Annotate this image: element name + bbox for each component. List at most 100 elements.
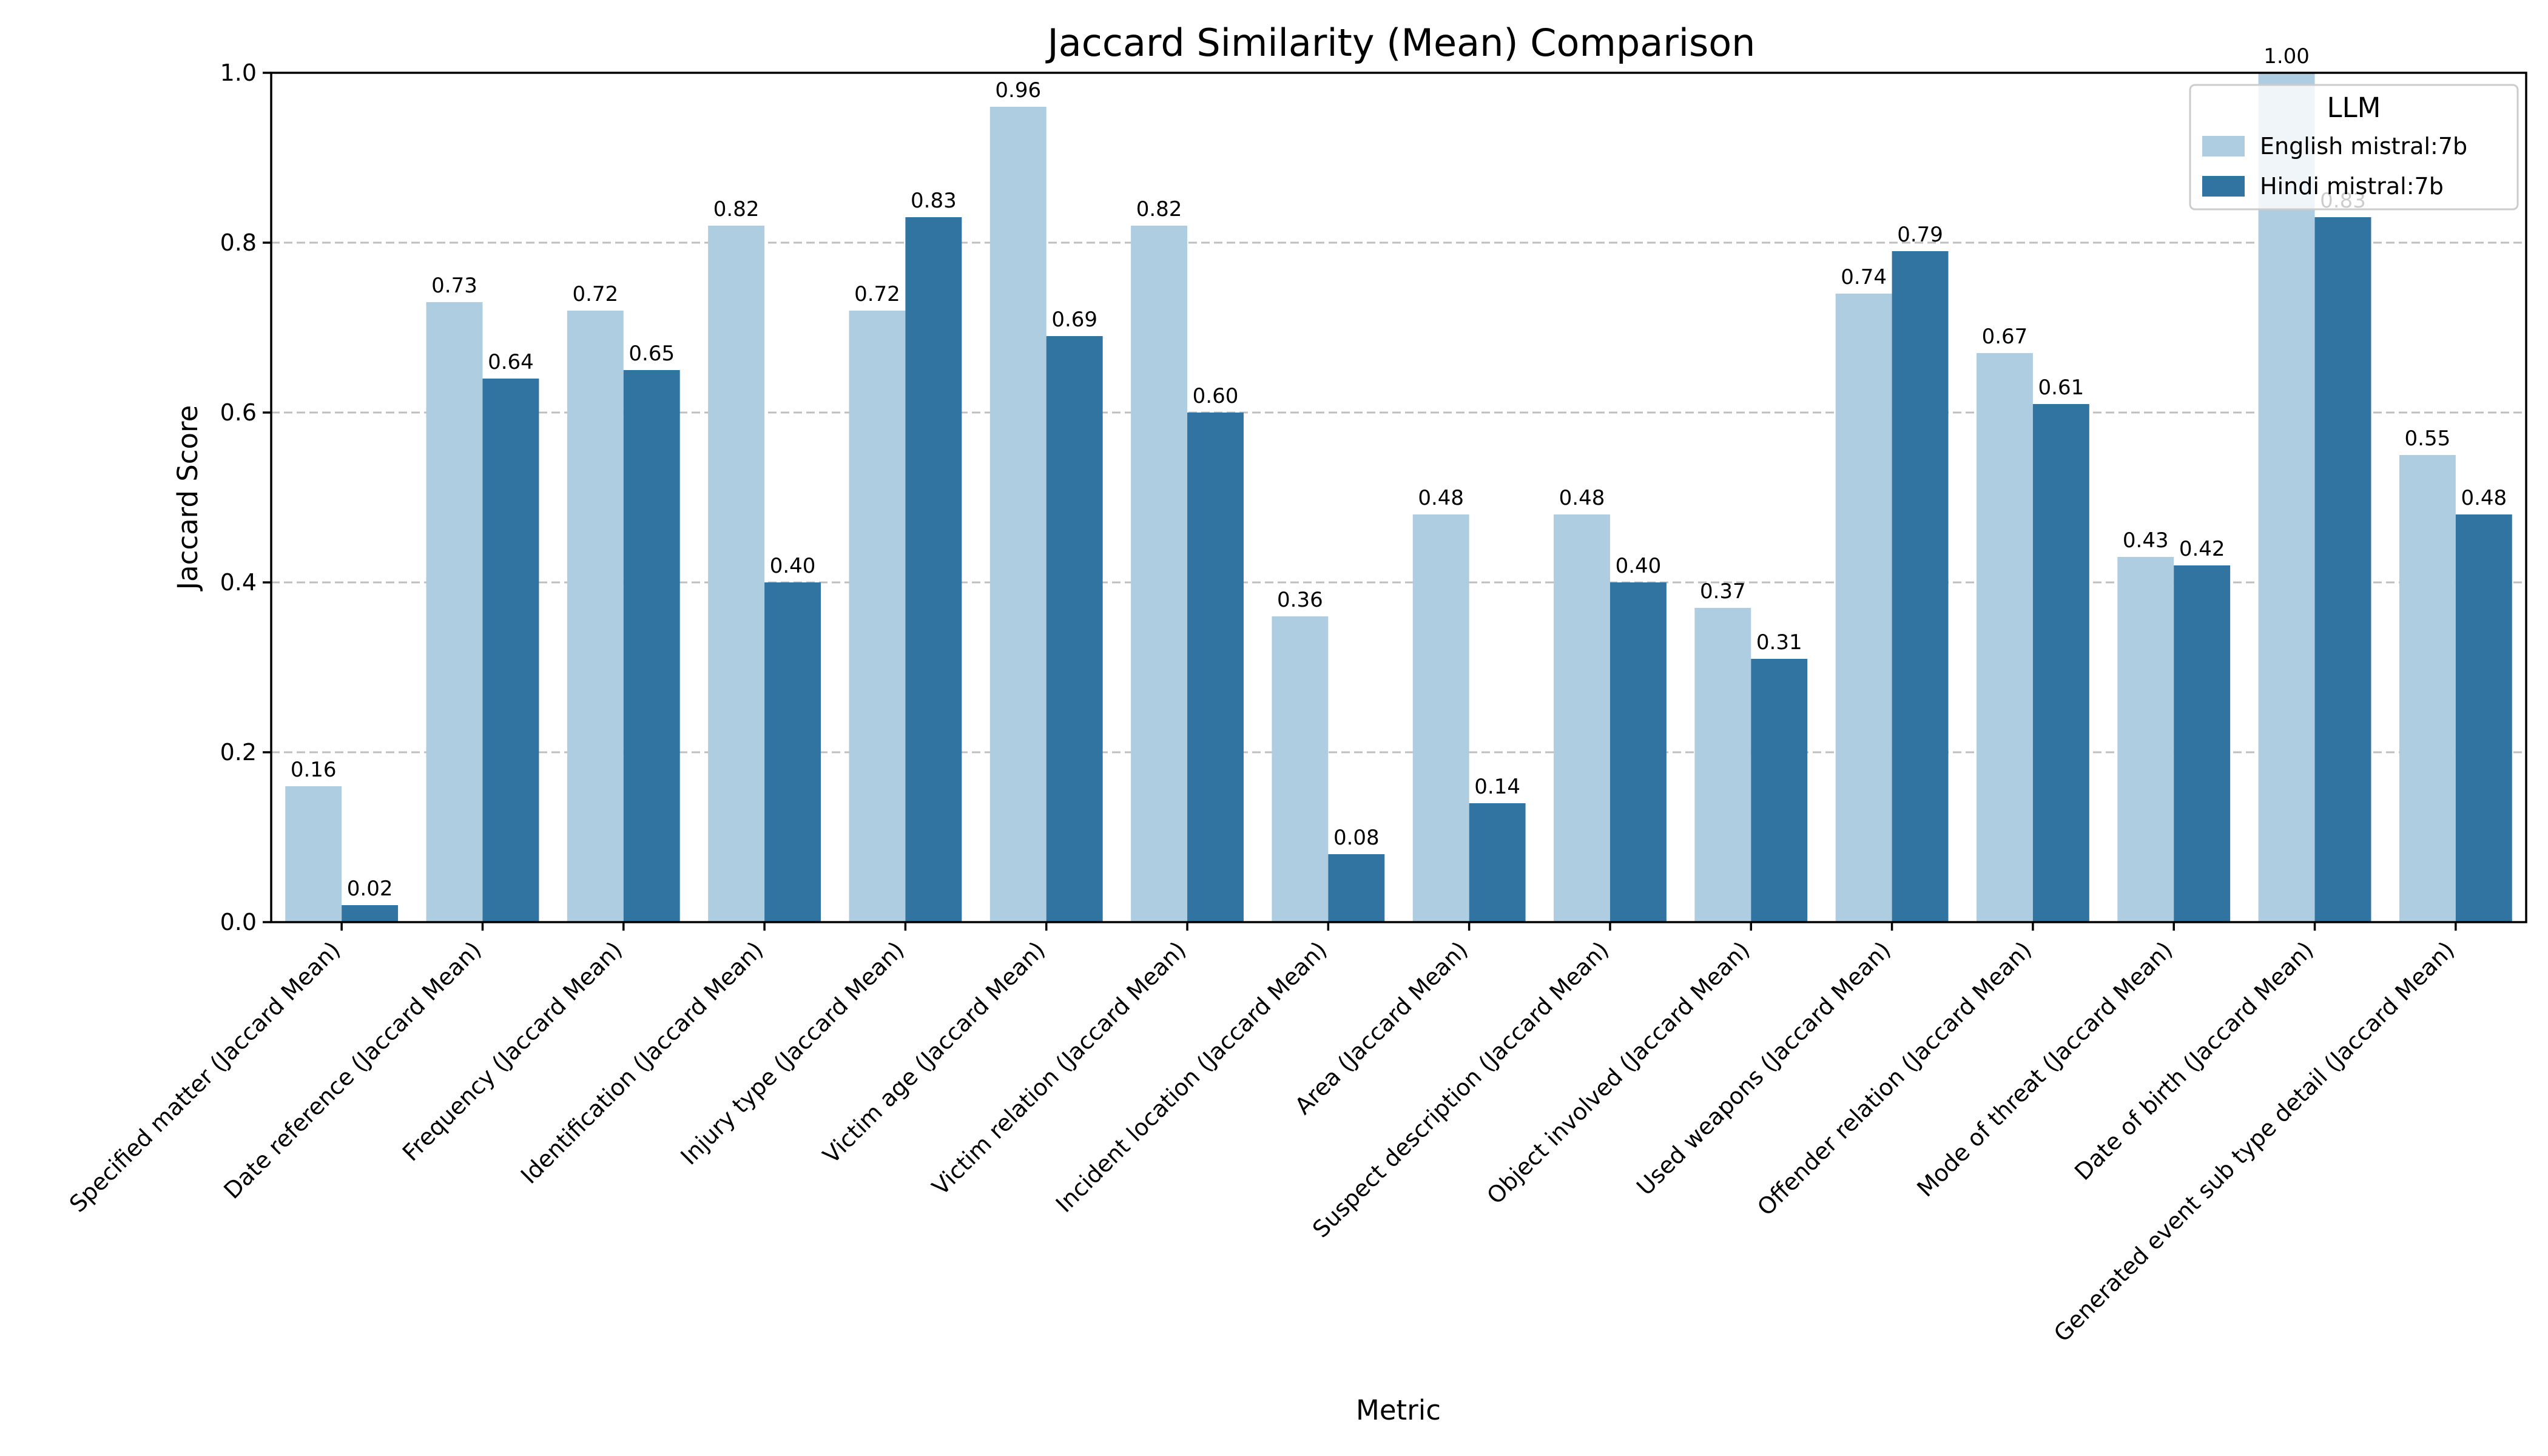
bar-hindi bbox=[623, 370, 680, 922]
bar-hindi bbox=[1046, 336, 1103, 922]
x-axis-title: Metric bbox=[1356, 1394, 1441, 1426]
legend-swatch-hindi bbox=[2202, 176, 2245, 197]
y-tick-label: 1.0 bbox=[220, 59, 257, 86]
data-label-hindi: 0.08 bbox=[1333, 826, 1380, 850]
bar-hindi bbox=[764, 582, 821, 922]
data-label-hindi: 0.02 bbox=[347, 877, 393, 901]
data-label-english: 0.48 bbox=[1559, 486, 1605, 510]
bar-english bbox=[1835, 294, 1892, 922]
bar-english bbox=[2117, 557, 2174, 922]
bars-layer bbox=[285, 73, 2512, 922]
bar-hindi bbox=[1609, 582, 1667, 922]
x-tick-label: Date reference (Jaccard Mean) bbox=[218, 936, 486, 1204]
x-axis-ticks: Specified matter (Jaccard Mean)Date refe… bbox=[64, 922, 2459, 1347]
x-tick-label: Victim relation (Jaccard Mean) bbox=[927, 936, 1191, 1201]
x-tick-label: Frequency (Jaccard Mean) bbox=[397, 936, 627, 1166]
x-tick-label: Specified matter (Jaccard Mean) bbox=[64, 936, 346, 1218]
bar-hindi bbox=[1751, 659, 1808, 922]
data-label-english: 0.96 bbox=[995, 78, 1041, 103]
bar-hindi bbox=[1892, 251, 1949, 922]
data-label-hindi: 0.64 bbox=[488, 350, 534, 374]
data-label-english: 0.67 bbox=[1982, 325, 2028, 349]
data-label-hindi: 0.14 bbox=[1474, 775, 1520, 799]
bar-hindi bbox=[2032, 404, 2089, 922]
y-tick-label: 0.0 bbox=[220, 909, 257, 935]
y-tick-label: 0.6 bbox=[220, 399, 257, 426]
x-tick-label: Date of birth (Jaccard Mean) bbox=[2069, 936, 2319, 1185]
data-label-hindi: 0.79 bbox=[1897, 223, 1943, 247]
data-label-english: 0.55 bbox=[2405, 426, 2451, 451]
x-tick-label: Mode of threat (Jaccard Mean) bbox=[1912, 936, 2177, 1202]
data-label-english: 0.72 bbox=[854, 282, 900, 306]
bar-english bbox=[285, 786, 342, 922]
y-axis-ticks: 0.0 0.2 0.4 0.6 0.8 1.0 bbox=[220, 59, 271, 935]
x-tick-label: Suspect description (Jaccard Mean) bbox=[1307, 936, 1614, 1242]
data-label-hindi: 0.61 bbox=[2038, 376, 2085, 400]
data-label-english: 0.37 bbox=[1700, 579, 1746, 604]
plot-frame bbox=[270, 72, 2527, 923]
x-tick-label: Offender relation (Jaccard Mean) bbox=[1752, 936, 2037, 1221]
bar-english bbox=[1412, 514, 1469, 922]
bar-english bbox=[1976, 353, 2033, 922]
bar-hindi bbox=[482, 379, 539, 922]
x-tick-label: Identification (Jaccard Mean) bbox=[516, 936, 769, 1189]
bar-english bbox=[567, 311, 624, 922]
bar-hindi bbox=[2314, 217, 2371, 922]
data-label-english: 1.00 bbox=[2263, 44, 2310, 69]
bar-english bbox=[426, 302, 483, 922]
x-tick-label: Object involved (Jaccard Mean) bbox=[1481, 936, 1754, 1209]
data-label-hindi: 0.83 bbox=[911, 189, 957, 213]
x-tick-label: Victim age (Jaccard Mean) bbox=[818, 936, 1050, 1168]
bar-hindi bbox=[2455, 514, 2512, 922]
data-label-english: 0.82 bbox=[1136, 197, 1182, 221]
bar-english bbox=[2399, 455, 2456, 922]
data-label-hindi: 0.69 bbox=[1051, 308, 1097, 332]
data-label-hindi: 0.40 bbox=[1616, 554, 1662, 578]
bar-english bbox=[1694, 608, 1751, 922]
y-axis-title: Jaccard Score bbox=[172, 405, 204, 592]
bar-hindi bbox=[1469, 803, 1526, 922]
bar-english bbox=[1554, 514, 1610, 922]
bar-english bbox=[1131, 226, 1188, 922]
bar-english bbox=[989, 107, 1046, 922]
data-label-english: 0.73 bbox=[431, 274, 477, 298]
data-label-hindi: 0.60 bbox=[1193, 384, 1239, 408]
x-tick-label: Used weapons (Jaccard Mean) bbox=[1631, 936, 1896, 1201]
y-tick-label: 0.2 bbox=[220, 739, 257, 766]
y-tick-label: 0.8 bbox=[220, 229, 257, 256]
legend-label-english: English mistral:7b bbox=[2260, 133, 2467, 160]
legend-label-hindi: Hindi mistral:7b bbox=[2260, 173, 2444, 200]
x-tick-label: Injury type (Jaccard Mean) bbox=[675, 936, 909, 1170]
y-tick-label: 0.4 bbox=[220, 569, 257, 596]
legend-swatch-english bbox=[2202, 136, 2245, 157]
data-labels-layer: 0.16 0.73 0.72 0.82 0.72 0.96 0.82 0.36 0.48 0.48… bbox=[291, 44, 2507, 901]
legend-box bbox=[2189, 84, 2519, 211]
bar-hindi bbox=[2174, 565, 2231, 922]
data-label-english: 0.43 bbox=[2123, 528, 2169, 553]
bar-english bbox=[708, 226, 765, 922]
chart-title: Jaccard Similarity (Mean) Comparison bbox=[1045, 21, 1756, 65]
data-label-hindi: 0.48 bbox=[2461, 486, 2507, 510]
data-label-hindi: 0.65 bbox=[629, 342, 675, 366]
data-label-english: 0.82 bbox=[713, 197, 760, 221]
data-label-english: 0.48 bbox=[1418, 486, 1464, 510]
bar-english bbox=[1272, 616, 1329, 922]
data-label-hindi: 0.31 bbox=[1756, 630, 1802, 655]
bar-hindi bbox=[905, 217, 962, 922]
legend: LLM English mistral:7b Hindi mistral:7b bbox=[2189, 84, 2519, 211]
data-label-english: 0.36 bbox=[1277, 588, 1323, 612]
bar-english bbox=[2258, 73, 2315, 922]
data-label-hindi: 0.42 bbox=[2179, 537, 2225, 561]
bar-hindi bbox=[1328, 854, 1385, 922]
legend-title: LLM bbox=[2327, 92, 2381, 124]
data-label-english: 0.72 bbox=[572, 282, 618, 306]
data-label-english: 0.16 bbox=[291, 758, 337, 782]
bar-hindi bbox=[342, 905, 399, 922]
bar-english bbox=[849, 311, 906, 922]
data-label-english: 0.74 bbox=[1841, 265, 1887, 289]
data-label-hindi: 0.40 bbox=[770, 554, 816, 578]
bar-hindi bbox=[1187, 413, 1244, 922]
x-tick-label: Incident location (Jaccard Mean) bbox=[1051, 936, 1332, 1218]
